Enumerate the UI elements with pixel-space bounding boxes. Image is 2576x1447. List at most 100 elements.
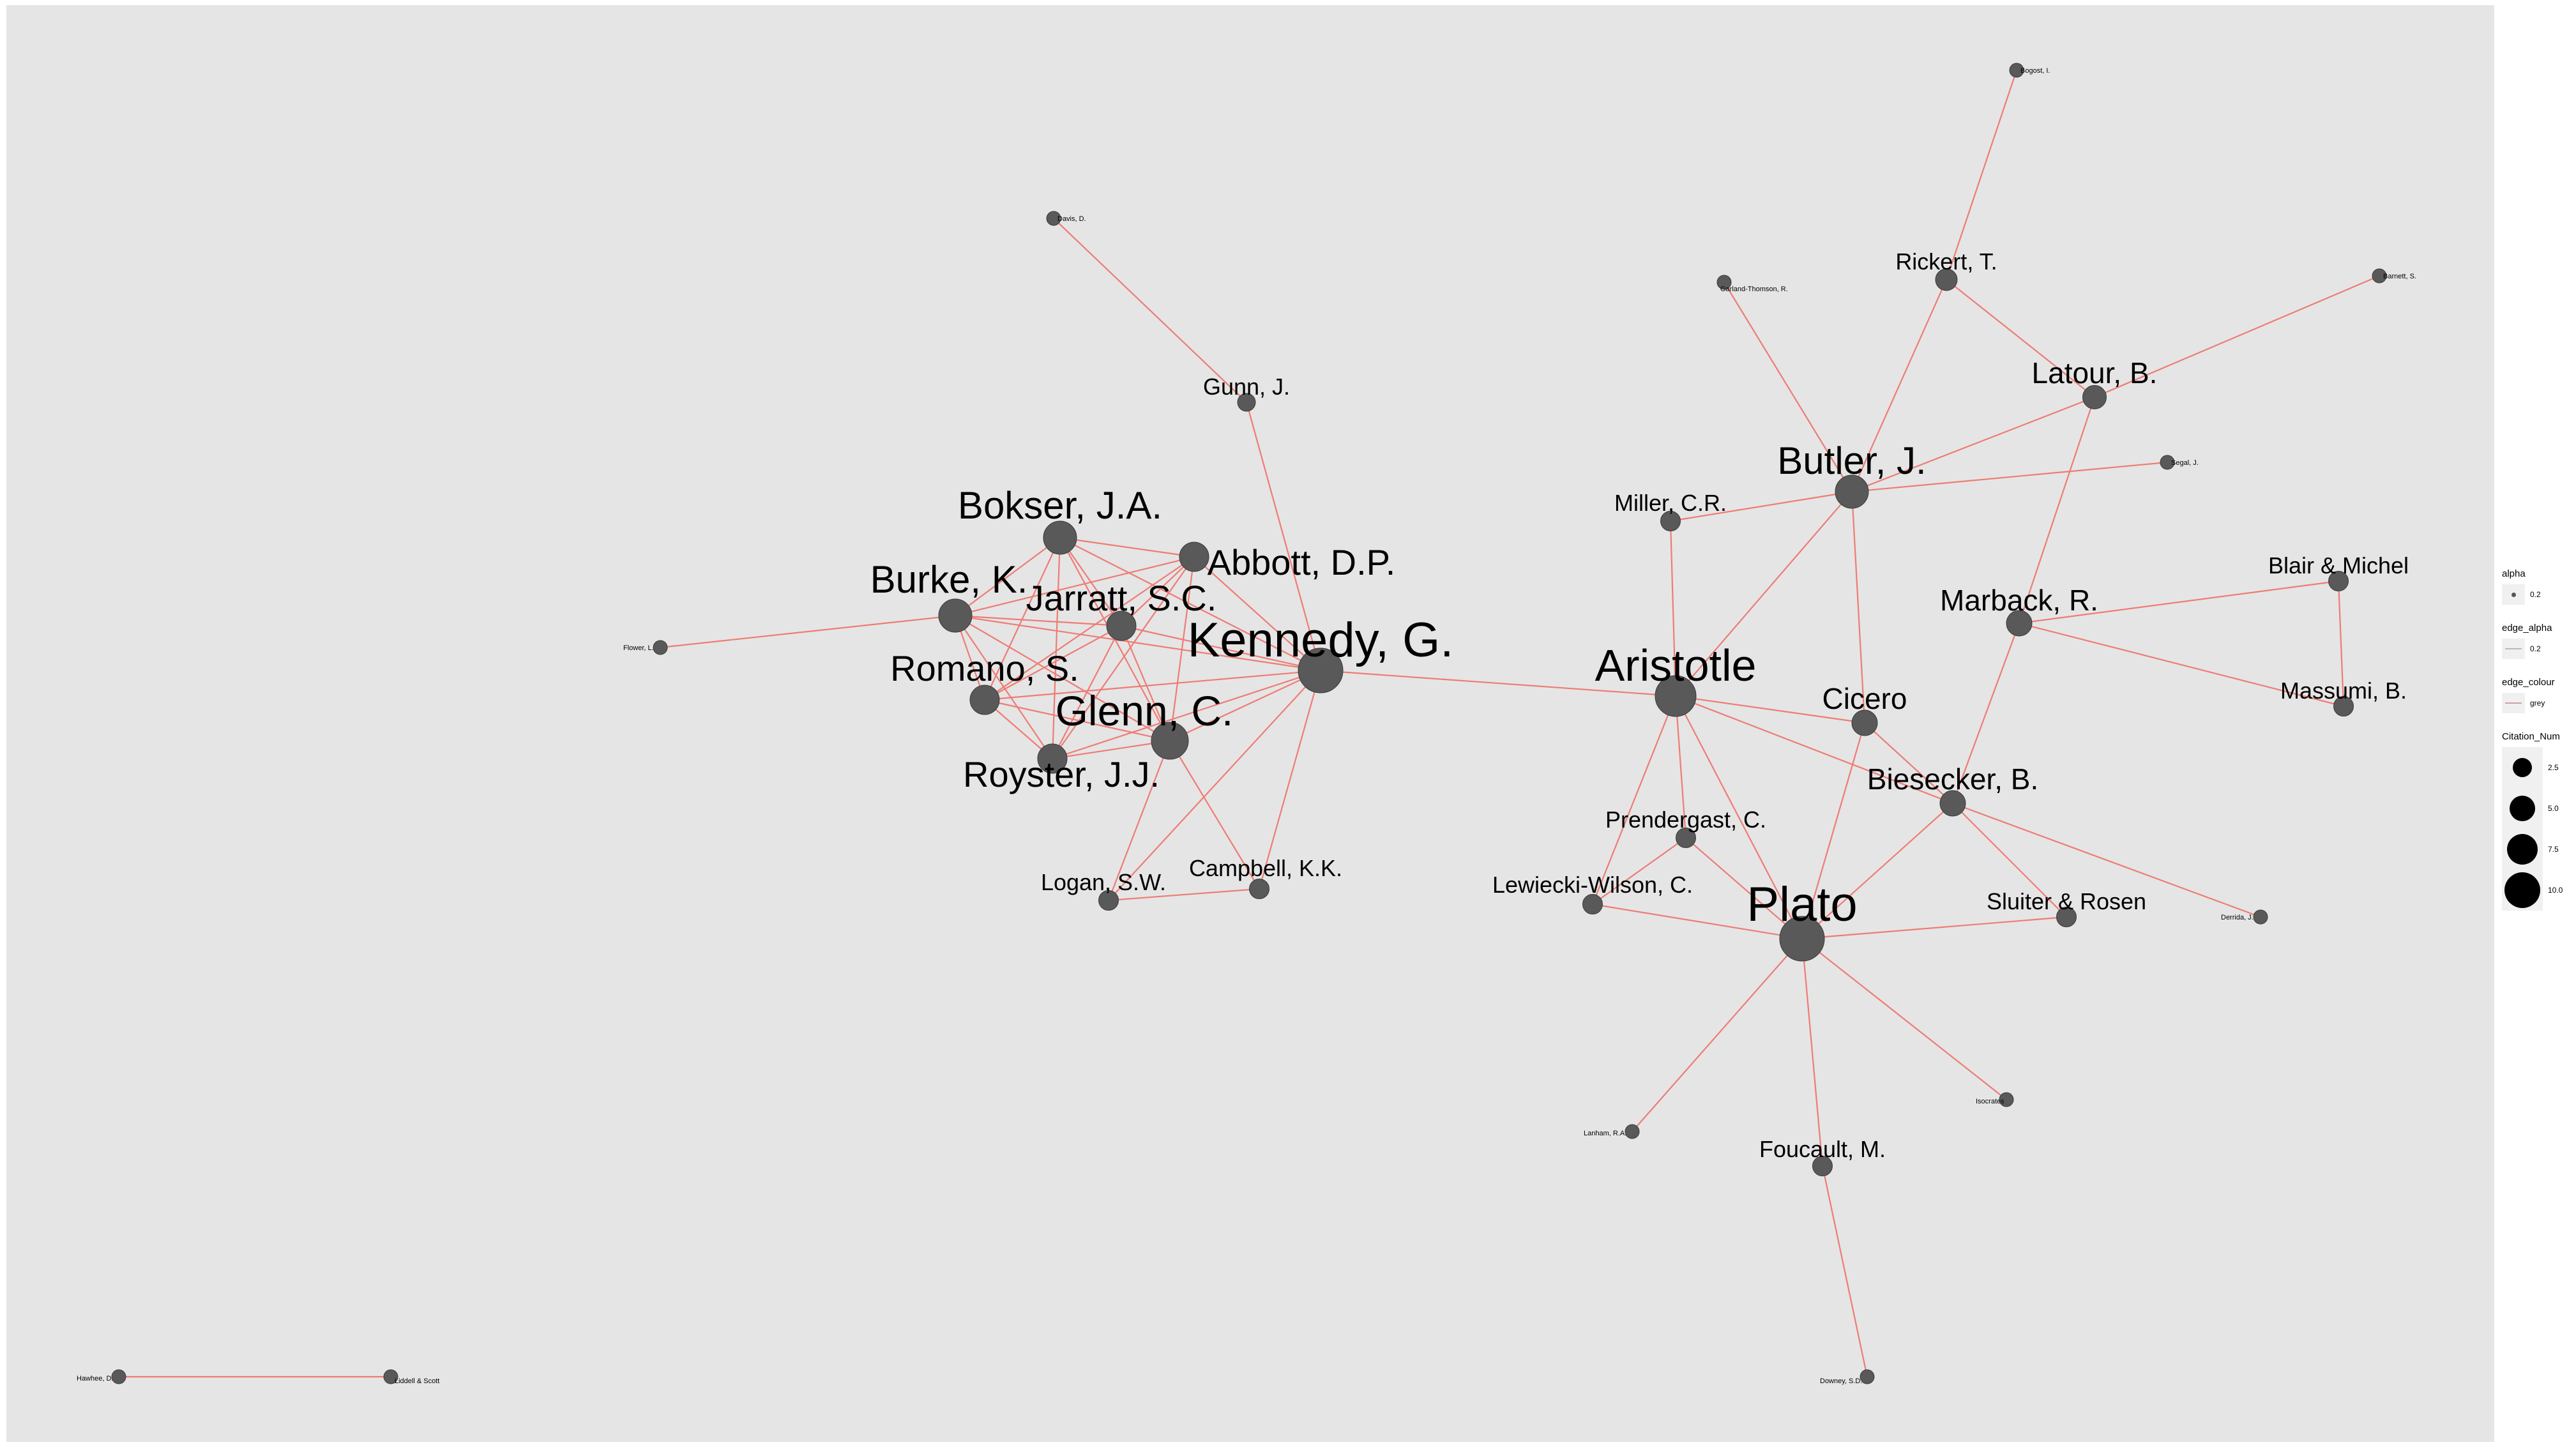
node-kennedy[interactable] bbox=[1298, 648, 1344, 693]
node-latour[interactable] bbox=[2082, 385, 2107, 409]
node-label-derrida: Derrida, J. bbox=[2221, 914, 2254, 921]
edge-butler-rickert bbox=[1851, 279, 1948, 492]
legend-edge-alpha-key bbox=[2502, 639, 2525, 659]
edge-abbott-glenn bbox=[1169, 556, 1195, 741]
edge-marback-massumi bbox=[2019, 622, 2344, 708]
node-jarratt[interactable] bbox=[1106, 610, 1137, 641]
edge-butler-segal bbox=[1851, 461, 2168, 493]
node-cicero[interactable] bbox=[1851, 709, 1878, 736]
legend: alpha 0.2 edge_alpha 0.2 edge_colour gre… bbox=[2502, 568, 2572, 928]
edge-abbott-jarratt bbox=[1121, 556, 1195, 626]
node-segal[interactable] bbox=[2160, 455, 2175, 470]
edge-blair-massumi bbox=[2337, 580, 2345, 707]
edge-plato-prendergast bbox=[1685, 837, 1803, 939]
node-hawhee[interactable] bbox=[111, 1369, 126, 1384]
edge-burke-kennedy bbox=[955, 614, 1321, 672]
edge-foucault-downey bbox=[1821, 1165, 1868, 1377]
node-abbott[interactable] bbox=[1179, 542, 1209, 572]
edge-abbott-burke bbox=[955, 556, 1195, 617]
edge-burke-glenn bbox=[955, 615, 1171, 741]
edge-aristotle-butler bbox=[1675, 491, 1852, 697]
node-label-bokser: Bokser, J.A. bbox=[958, 484, 1162, 527]
edge-glenn-campbell bbox=[1169, 740, 1260, 890]
legend-edge-alpha-title: edge_alpha bbox=[2502, 623, 2552, 633]
node-romano[interactable] bbox=[969, 685, 1000, 715]
node-bogost[interactable] bbox=[2009, 63, 2024, 78]
edge-butler-miller bbox=[1670, 490, 1852, 522]
edge-biesecker-plato bbox=[1801, 803, 1953, 939]
node-bokser[interactable] bbox=[1043, 520, 1077, 555]
edge-burke-jarratt bbox=[955, 614, 1122, 627]
node-garland[interactable] bbox=[1716, 275, 1732, 290]
node-label-flower: Flower, L. bbox=[623, 644, 654, 652]
node-gunn[interactable] bbox=[1237, 393, 1256, 412]
node-blair[interactable] bbox=[2328, 571, 2349, 591]
edge-bokser-romano bbox=[984, 537, 1061, 701]
node-label-bogost: Bogost, I. bbox=[2020, 67, 2050, 75]
node-aristotle[interactable] bbox=[1655, 675, 1697, 717]
edge-glenn-kennedy bbox=[1169, 670, 1321, 741]
node-rickert[interactable] bbox=[1935, 268, 1958, 291]
edge-bokser-abbott bbox=[1059, 536, 1195, 558]
node-flower[interactable] bbox=[653, 640, 668, 655]
node-label-rickert: Rickert, T. bbox=[1895, 248, 1997, 275]
edge-abbott-kennedy bbox=[1193, 556, 1321, 671]
edge-bokser-kennedy bbox=[1059, 537, 1321, 671]
node-burke[interactable] bbox=[938, 598, 973, 633]
legend-citation-num: Citation_Num 2.5 5.0 7.5 10.0 bbox=[2502, 731, 2572, 911]
node-downey[interactable] bbox=[1860, 1369, 1875, 1384]
node-logan[interactable] bbox=[1098, 890, 1119, 911]
node-marback[interactable] bbox=[2006, 610, 2033, 637]
node-prendergast[interactable] bbox=[1676, 828, 1696, 848]
edge-aristotle-cicero bbox=[1675, 695, 1865, 724]
node-label-hawhee: Hawhee, D. bbox=[77, 1375, 113, 1383]
node-label-plato: Plato bbox=[1746, 877, 1857, 932]
edge-logan-campbell bbox=[1108, 888, 1260, 902]
node-derrida[interactable] bbox=[2253, 909, 2268, 925]
legend-alpha: alpha 0.2 bbox=[2502, 568, 2572, 605]
node-barnett[interactable] bbox=[2372, 268, 2387, 284]
node-isocrates[interactable] bbox=[1999, 1092, 2014, 1107]
node-sluiter[interactable] bbox=[2056, 907, 2077, 927]
node-butler[interactable] bbox=[1835, 474, 1869, 509]
legend-size-key-4 bbox=[2502, 870, 2543, 911]
edge-burke-royster bbox=[955, 615, 1053, 759]
legend-alpha-title: alpha bbox=[2502, 568, 2526, 579]
edge-rickert-bogost bbox=[1945, 70, 2018, 280]
plot-panel bbox=[6, 5, 2494, 1442]
node-lewiecki[interactable] bbox=[1582, 894, 1603, 914]
edge-latour-barnett bbox=[2094, 275, 2380, 398]
node-campbell[interactable] bbox=[1249, 879, 1269, 899]
node-biesecker[interactable] bbox=[1939, 790, 1966, 817]
node-label-liddell: Liddell & Scott bbox=[395, 1377, 439, 1385]
edge-butler-latour bbox=[1851, 396, 2095, 493]
node-plato[interactable] bbox=[1779, 916, 1825, 962]
node-label-campbell: Campbell, K.K. bbox=[1189, 855, 1342, 881]
legend-size-label-1: 2.5 bbox=[2548, 763, 2559, 772]
edge-abbott-romano bbox=[984, 556, 1195, 701]
edge-biesecker-derrida bbox=[1952, 802, 2261, 918]
node-label-massumi: Massumi, B. bbox=[2280, 678, 2407, 704]
node-glenn[interactable] bbox=[1151, 722, 1189, 760]
node-label-foucault: Foucault, M. bbox=[1759, 1136, 1886, 1162]
node-foucault[interactable] bbox=[1812, 1156, 1833, 1176]
node-label-davis: Davis, D. bbox=[1057, 215, 1086, 223]
node-massumi[interactable] bbox=[2333, 696, 2354, 716]
edge-cicero-plato bbox=[1801, 722, 1866, 939]
edge-butler-garland bbox=[1724, 282, 1852, 492]
node-lanham[interactable] bbox=[1625, 1124, 1640, 1139]
legend-alpha-label: 0.2 bbox=[2530, 590, 2541, 599]
node-label-barnett: Barnett, S. bbox=[2383, 273, 2416, 280]
legend-size-label-3: 7.5 bbox=[2548, 845, 2559, 854]
legend-edge-colour-title: edge_colour bbox=[2502, 677, 2555, 688]
node-davis[interactable] bbox=[1046, 211, 1061, 226]
node-royster[interactable] bbox=[1037, 743, 1068, 774]
node-liddell[interactable] bbox=[383, 1369, 398, 1384]
legend-size-key-1 bbox=[2502, 747, 2543, 788]
node-label-romano: Romano, S. bbox=[890, 648, 1079, 688]
edge-cicero-biesecker bbox=[1864, 722, 1953, 804]
edge-aristotle-miller bbox=[1669, 520, 1677, 697]
node-label-segal: Segal, J. bbox=[2171, 459, 2199, 467]
node-miller[interactable] bbox=[1660, 511, 1681, 531]
edge-aristotle-prendergast bbox=[1674, 695, 1687, 838]
